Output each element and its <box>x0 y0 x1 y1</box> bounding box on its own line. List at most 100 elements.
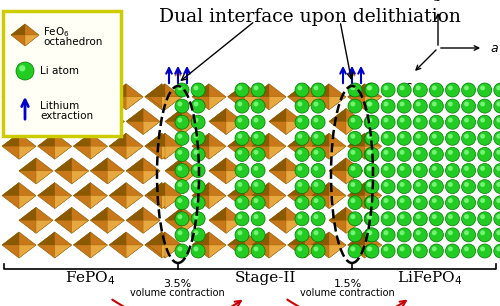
Circle shape <box>462 180 475 194</box>
Circle shape <box>366 246 372 251</box>
Circle shape <box>480 230 485 235</box>
Circle shape <box>384 182 388 187</box>
Circle shape <box>295 147 309 161</box>
Circle shape <box>494 196 500 210</box>
Circle shape <box>251 228 265 242</box>
Circle shape <box>368 214 372 219</box>
Polygon shape <box>148 133 165 146</box>
Polygon shape <box>329 196 346 209</box>
Polygon shape <box>19 109 53 135</box>
Circle shape <box>191 180 205 194</box>
Polygon shape <box>145 133 179 159</box>
Polygon shape <box>329 97 346 110</box>
Circle shape <box>400 182 404 187</box>
Circle shape <box>191 163 205 177</box>
Polygon shape <box>2 133 19 146</box>
Circle shape <box>400 230 404 235</box>
Polygon shape <box>312 232 329 245</box>
Circle shape <box>16 62 34 80</box>
Text: Li atom: Li atom <box>40 66 79 76</box>
Circle shape <box>430 196 444 210</box>
Polygon shape <box>2 232 19 245</box>
Circle shape <box>381 180 395 194</box>
Circle shape <box>191 131 205 145</box>
Circle shape <box>478 196 492 210</box>
Circle shape <box>446 115 460 129</box>
Polygon shape <box>244 146 262 159</box>
Polygon shape <box>2 183 19 196</box>
Polygon shape <box>252 84 286 110</box>
Polygon shape <box>126 245 143 258</box>
Circle shape <box>496 214 500 219</box>
Circle shape <box>494 83 500 97</box>
Circle shape <box>478 212 492 226</box>
Circle shape <box>478 147 492 161</box>
Circle shape <box>480 198 485 203</box>
Circle shape <box>414 180 428 194</box>
Circle shape <box>350 150 356 155</box>
Circle shape <box>494 99 500 113</box>
Circle shape <box>365 228 379 242</box>
Circle shape <box>251 99 265 113</box>
Circle shape <box>430 99 444 113</box>
Polygon shape <box>269 207 303 233</box>
Polygon shape <box>269 158 303 184</box>
Text: octahedron: octahedron <box>43 37 102 47</box>
Circle shape <box>480 182 485 187</box>
Polygon shape <box>126 207 143 220</box>
Circle shape <box>496 85 500 90</box>
Circle shape <box>480 166 485 171</box>
Polygon shape <box>145 183 179 209</box>
Circle shape <box>364 147 378 161</box>
Circle shape <box>381 244 395 258</box>
Circle shape <box>175 180 189 194</box>
Circle shape <box>462 244 475 258</box>
Circle shape <box>194 166 198 171</box>
Circle shape <box>350 166 356 171</box>
Circle shape <box>235 180 249 194</box>
Polygon shape <box>2 84 19 97</box>
Polygon shape <box>148 232 165 245</box>
Polygon shape <box>19 207 53 233</box>
Circle shape <box>364 212 378 226</box>
Polygon shape <box>148 183 182 209</box>
Polygon shape <box>348 84 382 110</box>
Circle shape <box>364 228 378 242</box>
Circle shape <box>235 163 249 177</box>
Circle shape <box>191 115 205 129</box>
Circle shape <box>430 131 444 145</box>
Circle shape <box>175 244 189 258</box>
Circle shape <box>430 180 444 194</box>
Polygon shape <box>145 84 179 110</box>
Circle shape <box>365 115 379 129</box>
Circle shape <box>480 85 485 90</box>
Circle shape <box>295 163 309 177</box>
Polygon shape <box>252 133 269 146</box>
Polygon shape <box>162 97 179 110</box>
Circle shape <box>251 163 265 177</box>
Circle shape <box>464 85 469 90</box>
Polygon shape <box>209 109 243 135</box>
Circle shape <box>366 150 372 155</box>
Circle shape <box>191 228 205 242</box>
Polygon shape <box>90 207 108 220</box>
Polygon shape <box>252 232 286 258</box>
Circle shape <box>251 115 265 129</box>
Circle shape <box>446 83 460 97</box>
Circle shape <box>178 214 182 219</box>
Circle shape <box>448 246 453 251</box>
Circle shape <box>238 150 242 155</box>
Polygon shape <box>38 232 72 258</box>
Polygon shape <box>90 97 108 110</box>
Circle shape <box>175 99 189 113</box>
Polygon shape <box>126 109 160 135</box>
Circle shape <box>397 83 411 97</box>
Circle shape <box>254 246 258 251</box>
Polygon shape <box>162 146 179 159</box>
Polygon shape <box>252 133 286 159</box>
Circle shape <box>462 115 475 129</box>
Polygon shape <box>25 35 39 46</box>
Circle shape <box>400 214 404 219</box>
Polygon shape <box>11 24 25 35</box>
Circle shape <box>448 230 453 235</box>
